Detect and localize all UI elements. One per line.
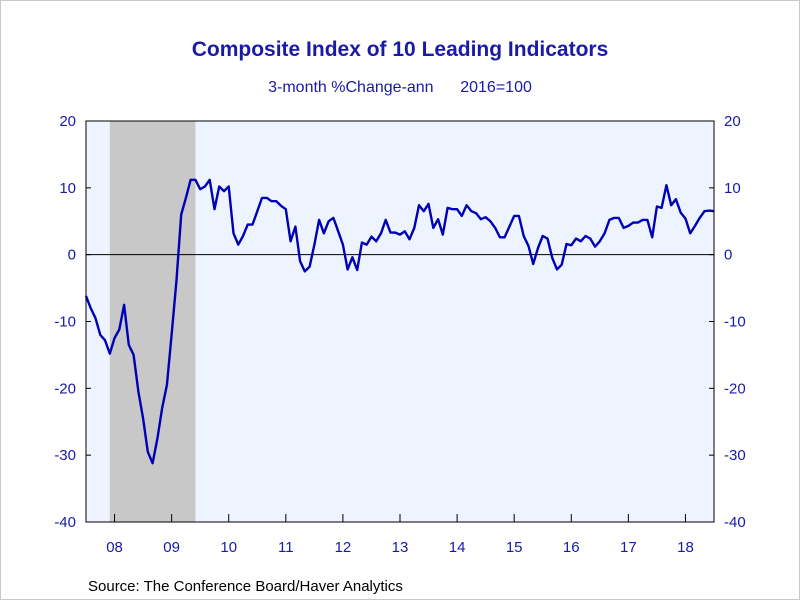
y-tick-label-right: -30 <box>724 447 746 464</box>
y-tick-label-right: -10 <box>724 314 746 331</box>
source-note: Source: The Conference Board/Haver Analy… <box>88 578 403 595</box>
x-tick-label: 16 <box>563 539 580 556</box>
x-tick-label: 14 <box>449 539 466 556</box>
y-tick-label-right: 20 <box>724 113 741 130</box>
plot-border <box>85 120 715 523</box>
chart-title: Composite Index of 10 Leading Indicators <box>191 38 609 61</box>
y-tick-label-right: 10 <box>724 180 741 197</box>
y-tick-label-left: 20 <box>59 113 76 130</box>
y-tick-label-left: -10 <box>54 314 76 331</box>
series-line <box>84 178 715 465</box>
x-tick-label: 12 <box>335 539 352 556</box>
axis-ticks <box>86 120 714 523</box>
chart-subtitle: 3-month %Change-ann 2016=100 <box>268 79 532 96</box>
y-tick-label-right: 0 <box>724 247 732 264</box>
y-tick-label-left: 0 <box>68 247 76 264</box>
x-tick-label: 18 <box>677 539 694 556</box>
x-tick-label: 08 <box>106 539 123 556</box>
recession-band <box>109 121 196 522</box>
y-tick-label-left: -40 <box>54 514 76 531</box>
axis-labels: 20 20 10 10 0 0 -10 -10 -20 -20 -30 -30 -40 -40 08 09 10… <box>54 113 745 556</box>
x-tick-label: 17 <box>620 539 637 556</box>
y-tick-label-right: -20 <box>724 380 746 397</box>
y-tick-label-left: -30 <box>54 447 76 464</box>
x-tick-label: 13 <box>392 539 409 556</box>
y-tick-label-left: 10 <box>59 180 76 197</box>
x-tick-label: 15 <box>506 539 523 556</box>
y-tick-label-right: -40 <box>724 514 746 531</box>
y-tick-label-left: -20 <box>54 380 76 397</box>
x-tick-label: 11 <box>278 539 294 556</box>
x-tick-label: 10 <box>220 539 237 556</box>
x-tick-label: 09 <box>163 539 180 556</box>
